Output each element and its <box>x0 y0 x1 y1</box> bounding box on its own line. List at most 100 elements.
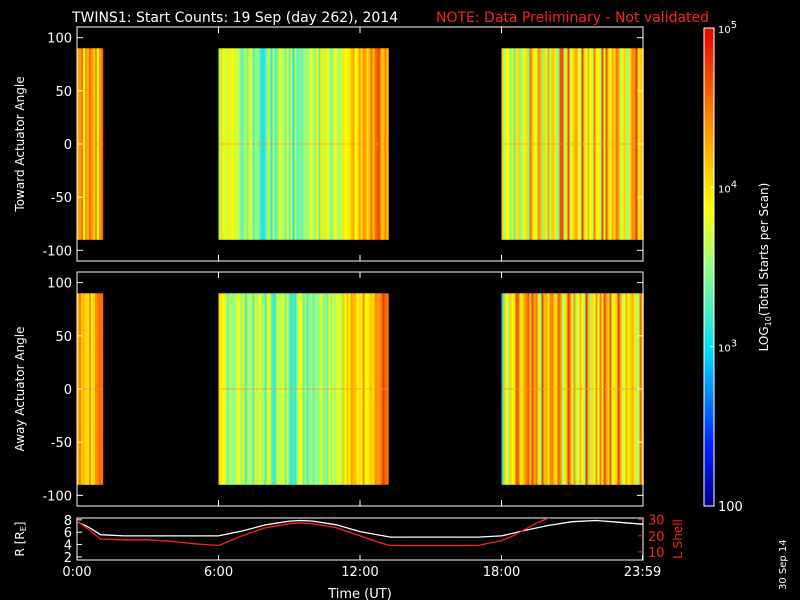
colorbar-segment <box>704 131 714 137</box>
heat-column <box>517 293 520 485</box>
heat-column <box>515 48 518 240</box>
heat-column <box>262 293 265 485</box>
heat-column <box>629 293 632 485</box>
heat-column <box>547 293 550 485</box>
colorbar-segment <box>704 39 714 45</box>
heat-column <box>83 48 86 240</box>
heat-column <box>571 48 574 240</box>
heat-column <box>537 48 540 240</box>
heat-column <box>597 48 600 240</box>
heat-column <box>372 48 375 240</box>
heat-column <box>358 48 361 240</box>
colorbar-segment <box>704 63 714 69</box>
heat-column <box>368 293 371 485</box>
colorbar-segment <box>704 211 714 216</box>
heat-column <box>549 293 552 485</box>
heat-column <box>533 293 536 485</box>
colorbar-segment <box>704 354 714 360</box>
right-y-tick-label: 20 <box>648 530 665 545</box>
heat-column <box>336 48 339 240</box>
zero-angle-band <box>501 388 643 390</box>
colorbar-segment <box>704 482 714 487</box>
colorbar-segment <box>704 442 714 447</box>
heat-column <box>623 293 626 485</box>
x-tick-label: 18:00 <box>483 565 520 580</box>
colorbar-segment <box>704 446 714 451</box>
heat-column <box>298 48 301 240</box>
colorbar-segment <box>704 394 714 400</box>
colorbar-segment <box>704 318 714 324</box>
heat-column <box>272 293 275 485</box>
heat-column <box>270 293 273 485</box>
heat-column <box>91 293 94 485</box>
colorbar-segment <box>704 51 714 57</box>
colorbar-segment <box>704 251 714 256</box>
heat-column <box>553 293 556 485</box>
heat-column <box>250 293 253 485</box>
heat-column <box>93 293 96 485</box>
colorbar-segment <box>704 139 714 145</box>
heat-column <box>621 293 624 485</box>
heat-column <box>525 293 528 485</box>
heat-column <box>101 293 104 485</box>
heat-column <box>224 293 227 485</box>
heat-column <box>603 48 606 240</box>
heat-column <box>302 293 305 485</box>
heat-column <box>631 293 634 485</box>
heat-column <box>330 293 333 485</box>
colorbar-segment <box>704 422 714 427</box>
heat-column <box>619 293 622 485</box>
heat-column <box>95 48 98 240</box>
heat-column <box>346 293 349 485</box>
heat-column <box>352 293 355 485</box>
colorbar-segment <box>704 350 714 356</box>
heat-column <box>366 48 369 240</box>
heat-column <box>535 293 538 485</box>
data-block <box>501 293 644 485</box>
heat-column <box>549 48 552 240</box>
heat-column <box>284 48 287 240</box>
colorbar-segment <box>704 322 714 328</box>
heat-column <box>316 293 319 485</box>
colorbar-segment <box>704 163 714 168</box>
colorbar-segment <box>704 410 714 415</box>
colorbar-segment <box>704 282 714 288</box>
heat-column <box>529 48 532 240</box>
heat-column <box>342 48 345 240</box>
heat-column <box>85 293 88 485</box>
heat-column <box>547 48 550 240</box>
colorbar-segment <box>704 402 714 407</box>
plot-title: TWINS1: Start Counts: 19 Sep (day 262), … <box>71 10 398 26</box>
heat-column <box>278 48 281 240</box>
colorbar-segment <box>704 159 714 164</box>
colorbar-segment <box>704 247 714 252</box>
heat-column <box>511 48 514 240</box>
colorbar-segment <box>704 115 714 121</box>
right-y-axis-label: L Shell <box>671 519 685 559</box>
heat-column <box>360 48 363 240</box>
heat-column <box>364 48 367 240</box>
heat-column <box>266 293 269 485</box>
heat-column <box>228 48 231 240</box>
heat-column <box>519 48 522 240</box>
heat-column <box>222 293 225 485</box>
heat-column <box>386 293 389 485</box>
heat-column <box>87 48 90 240</box>
heat-column <box>635 48 638 240</box>
heat-column <box>543 293 546 485</box>
colorbar-label: LOG10(Total Starts per Scan) <box>757 183 773 352</box>
heat-column <box>262 48 265 240</box>
heat-column <box>378 293 381 485</box>
heat-column <box>290 48 293 240</box>
colorbar-segment <box>704 494 714 499</box>
heat-column <box>224 48 227 240</box>
heat-column <box>501 293 504 485</box>
radial-distance-line <box>77 519 643 538</box>
heat-column <box>334 293 337 485</box>
heat-column <box>567 293 570 485</box>
heat-column <box>222 48 225 240</box>
y-axis-label: Away Actuator Angle <box>13 326 27 451</box>
heat-column <box>248 48 251 240</box>
colorbar-segment <box>704 111 714 117</box>
heat-column <box>523 48 526 240</box>
